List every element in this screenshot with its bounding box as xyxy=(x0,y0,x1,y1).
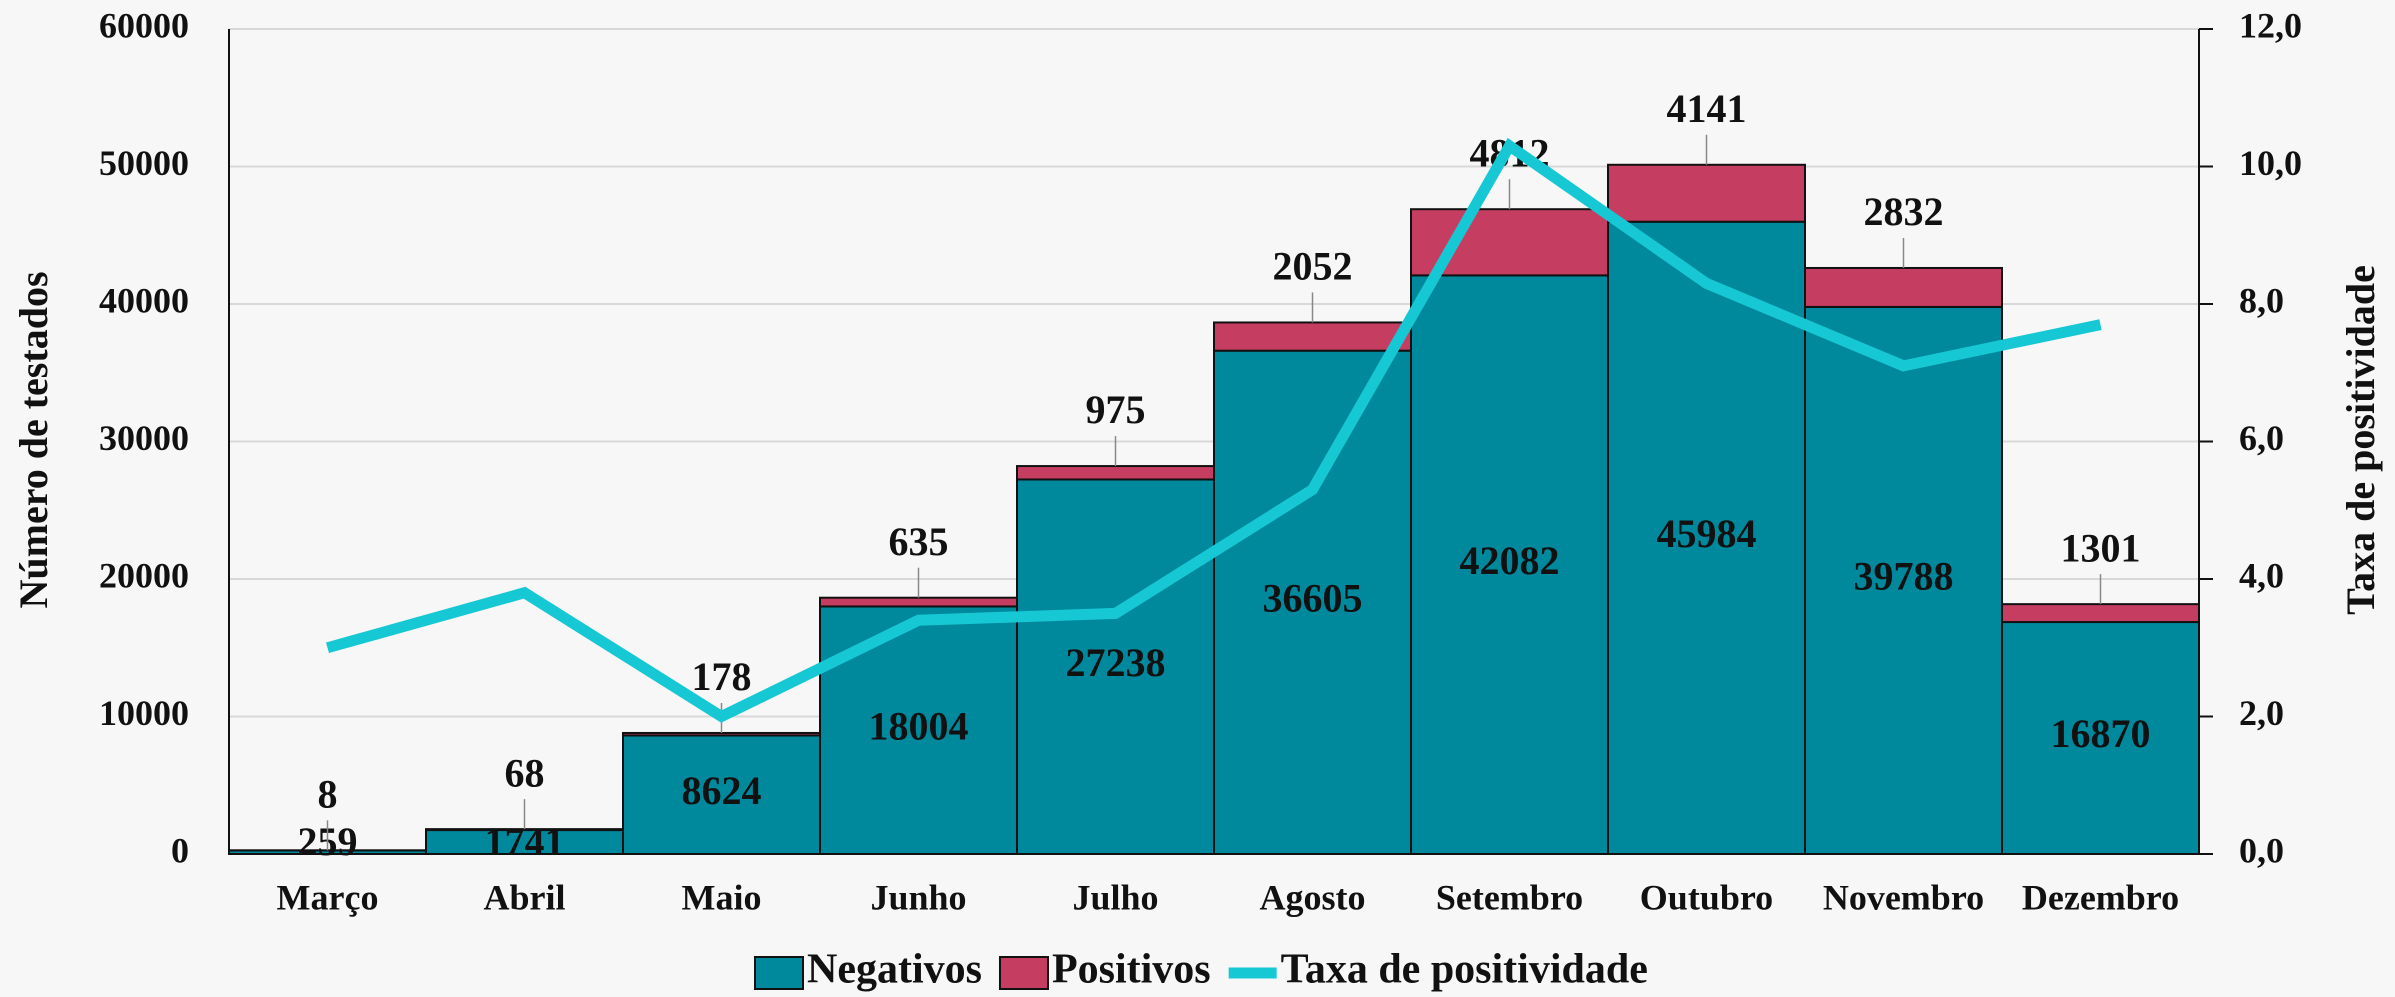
x-tick-label: Março xyxy=(277,877,379,917)
y-tick-label: 0 xyxy=(171,830,189,870)
x-tick-label: Dezembro xyxy=(2022,877,2179,917)
bar-segment xyxy=(2001,603,2200,624)
data-label: 27238 xyxy=(1066,640,1166,685)
legend-label: Taxa de positividade xyxy=(1281,947,1648,993)
bar-segment xyxy=(2001,621,2200,855)
x-tick-label: Abril xyxy=(483,877,565,917)
bar-segment xyxy=(1016,465,1215,481)
y2-tick-label: 10,0 xyxy=(2239,143,2302,183)
x-tick-label: Julho xyxy=(1072,877,1158,917)
bar-segment xyxy=(1410,208,1609,277)
data-label: 68 xyxy=(505,750,545,795)
data-label: 8 xyxy=(318,772,338,817)
data-label: 635 xyxy=(889,519,949,564)
line xyxy=(326,137,2102,723)
bar-segment xyxy=(425,828,624,832)
bar-segment xyxy=(622,731,821,737)
data-label: 2832 xyxy=(1864,189,1944,234)
x-tick-label: Outubro xyxy=(1640,877,1773,917)
x-tick-label: Setembro xyxy=(1436,877,1583,917)
legend-swatch xyxy=(754,956,804,990)
y2-tick-label: 0,0 xyxy=(2239,830,2284,870)
data-label: 8624 xyxy=(682,768,762,813)
bar-segment xyxy=(1607,220,1806,856)
data-label: 178 xyxy=(692,654,752,699)
y-tick-label: 60000 xyxy=(99,5,189,45)
y-tick-label: 20000 xyxy=(99,555,189,595)
legend-label: Negativos xyxy=(807,947,982,993)
data-label: 18004 xyxy=(869,703,969,748)
data-label: 39788 xyxy=(1854,554,1954,599)
data-label: 2052 xyxy=(1273,244,1353,289)
bar-segment xyxy=(1213,349,1412,855)
y-tick-label: 40000 xyxy=(99,280,189,320)
y2-axis-label: Taxa de positividade xyxy=(2338,265,2383,615)
y-tick-label: 30000 xyxy=(99,418,189,458)
bar-segment xyxy=(1213,321,1412,352)
data-label: 36605 xyxy=(1263,576,1363,621)
bar-segment xyxy=(1804,266,2003,308)
x-tick-label: Junho xyxy=(870,877,966,917)
bar-segment xyxy=(1804,305,2003,856)
bar-segment xyxy=(819,596,1018,608)
bar-segment xyxy=(622,734,821,855)
legend-label: Positivos xyxy=(1052,947,1211,993)
y2-tick-label: 2,0 xyxy=(2239,693,2284,733)
bar-segment xyxy=(1607,163,1806,223)
y2-tick-label: 8,0 xyxy=(2239,280,2284,320)
y2-tick-label: 4,0 xyxy=(2239,555,2284,595)
x-tick-label: Novembro xyxy=(1823,877,1984,917)
data-label: 16870 xyxy=(2051,711,2151,756)
y-tick-label: 50000 xyxy=(99,143,189,183)
y2-tick-label: 12,0 xyxy=(2239,5,2302,45)
bar-segment xyxy=(1016,478,1215,855)
y-tick-label: 10000 xyxy=(99,693,189,733)
x-tick-label: Agosto xyxy=(1260,877,1366,917)
data-label: 975 xyxy=(1086,387,1146,432)
legend-swatch xyxy=(998,956,1049,990)
data-label: 1301 xyxy=(2061,525,2141,570)
bar-segment xyxy=(1410,274,1609,855)
data-label: 45984 xyxy=(1657,511,1757,556)
y-axis-label: Número de testados xyxy=(11,271,56,608)
y2-tick-label: 6,0 xyxy=(2239,418,2284,458)
data-label: 42082 xyxy=(1460,538,1560,583)
x-tick-label: Maio xyxy=(682,877,762,917)
data-label: 4141 xyxy=(1667,86,1747,131)
